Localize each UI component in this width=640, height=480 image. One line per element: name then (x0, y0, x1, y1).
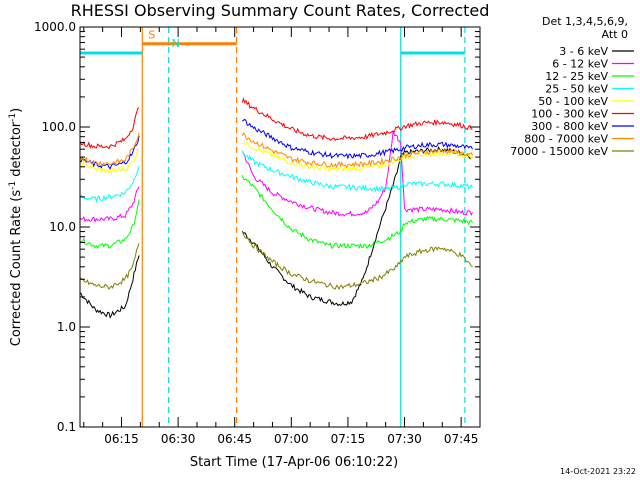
series-line-2 (79, 186, 140, 223)
series-line-6 (241, 97, 473, 142)
x-tick-label: 07:15 (331, 432, 366, 446)
legend-title: Det 1,3,4,5,6,9, (542, 15, 628, 28)
series-line-7 (241, 118, 473, 160)
legend-label: 25 - 50 keV (545, 83, 608, 96)
y-axis-label-sup: -1 (8, 181, 18, 190)
series-lines (79, 97, 473, 319)
legend-label: 6 - 12 keV (552, 58, 608, 71)
y-tick-label: 10.0 (49, 220, 76, 234)
mode-bar-label: N (172, 37, 180, 50)
legend-label: 800 - 7000 keV (524, 133, 608, 146)
y-axis-label-part: detector (9, 121, 24, 181)
series-line-5 (242, 140, 473, 174)
x-axis-label: Start Time (17-Apr-06 06:10:22) (190, 455, 398, 470)
x-tick-label: 06:45 (217, 432, 252, 446)
legend-label: 12 - 25 keV (545, 70, 608, 83)
series-line-9 (241, 231, 473, 291)
x-tick-label: 06:30 (161, 432, 196, 446)
timestamp: 14-Oct-2021 23:22 (560, 467, 636, 476)
y-tick-label: 0.1 (57, 420, 76, 434)
mode-bars: SN (80, 29, 465, 55)
legend-label: 100 - 300 keV (531, 108, 608, 121)
x-tick-label: 07:45 (444, 432, 479, 446)
series-line-3 (79, 199, 140, 250)
marker-lines (141, 27, 466, 427)
series-line-5 (79, 148, 140, 175)
y-tick-label: 1.0 (57, 320, 76, 334)
series-line-8 (241, 132, 473, 169)
y-axis-label: Corrected Count Rate (s-1 detector-1) (8, 108, 24, 346)
y-axis-label-part: Corrected Count Rate (s (9, 190, 24, 347)
series-line-2 (241, 130, 473, 217)
series-line-4 (79, 166, 140, 204)
x-axis: 06:15 06:30 06:45 07:00 07:15 07:30 07:45 (83, 27, 481, 446)
y-axis: 0.1 1.0 10.0 100.0 1000.0 (34, 20, 480, 434)
series-line-8 (79, 132, 140, 167)
mode-bar-label: S (148, 29, 155, 42)
series-line-1 (79, 255, 140, 319)
x-tick-label: 07:30 (387, 432, 422, 446)
x-tick-label: 07:00 (274, 432, 309, 446)
y-axis-label-part: ) (9, 108, 24, 113)
legend-label: 3 - 6 keV (559, 45, 608, 58)
y-tick-label: 1000.0 (34, 20, 76, 34)
series-line-6 (79, 107, 140, 150)
series-line-4 (241, 150, 473, 193)
legend-label: 300 - 800 keV (531, 120, 608, 133)
chart-title: RHESSI Observing Summary Count Rates, Co… (71, 1, 490, 20)
series-line-3 (241, 175, 473, 250)
x-tick-label: 06:15 (104, 432, 139, 446)
y-axis-label-sup: -1 (8, 113, 18, 122)
legend-label: 7000 - 15000 keV (510, 145, 608, 158)
legend-subtitle: Att 0 (602, 28, 628, 41)
legend-label: 50 - 100 keV (538, 95, 608, 108)
y-tick-label: 100.0 (42, 120, 76, 134)
series-line-9 (79, 243, 140, 291)
